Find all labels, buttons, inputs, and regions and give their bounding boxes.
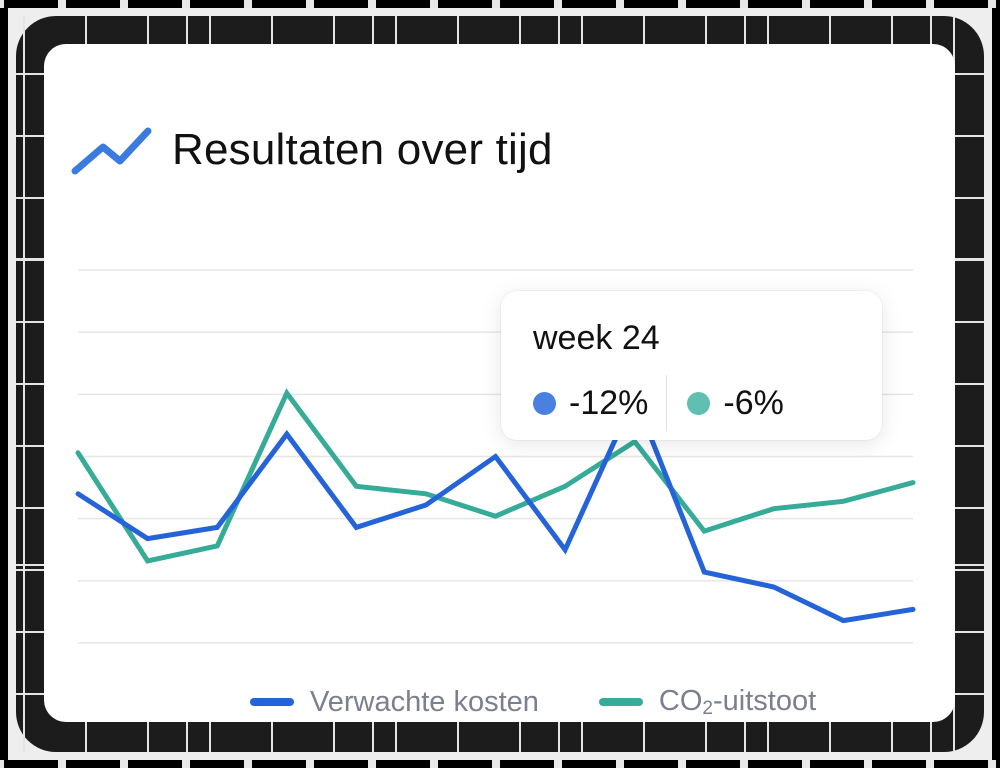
- series-line-co2-uitstoot[interactable]: [75, 388, 916, 564]
- background-frame-edge: [0, 0, 1000, 8]
- blue-line-swatch-icon: [250, 698, 294, 706]
- legend-item-verwachte-kosten[interactable]: Verwachte kosten: [250, 686, 539, 719]
- chart-card: Resultaten over tijd week 24 -12% -6% Ve…: [44, 44, 955, 722]
- tooltip-item-co2-uitstoot: -6%: [687, 383, 784, 423]
- tooltip-title: week 24: [533, 319, 660, 357]
- chart-title: Resultaten over tijd: [172, 125, 553, 174]
- chart-legend: Verwachte kosten CO2-uitstoot: [250, 682, 876, 722]
- background-frame-edge: [0, 760, 1000, 768]
- chart-header: Resultaten over tijd: [70, 118, 553, 182]
- tooltip-value-verwachte-kosten: -12%: [569, 383, 649, 422]
- tooltip-value-co2-uitstoot: -6%: [723, 383, 784, 422]
- chart-tooltip: week 24 -12% -6%: [501, 291, 882, 440]
- chart-series: [75, 388, 916, 624]
- chart-gridlines: [78, 269, 913, 644]
- tooltip-divider: [666, 375, 668, 431]
- legend-item-co2-uitstoot[interactable]: CO2-uitstoot: [598, 684, 817, 720]
- tooltip-values: -12% -6%: [533, 375, 784, 431]
- tooltip-item-verwachte-kosten: -12%: [533, 384, 648, 423]
- trending-line-icon: [71, 127, 152, 175]
- line-chart[interactable]: [44, 44, 955, 722]
- teal-dot-icon: [687, 391, 711, 415]
- teal-line-swatch-icon: [598, 698, 643, 706]
- series-line-verwachte-kosten[interactable]: [75, 390, 916, 624]
- blue-dot-icon: [533, 391, 556, 415]
- legend-label-co2-uitstoot: CO2-uitstoot: [658, 684, 817, 719]
- legend-label-verwachte-kosten: Verwachte kosten: [310, 685, 539, 718]
